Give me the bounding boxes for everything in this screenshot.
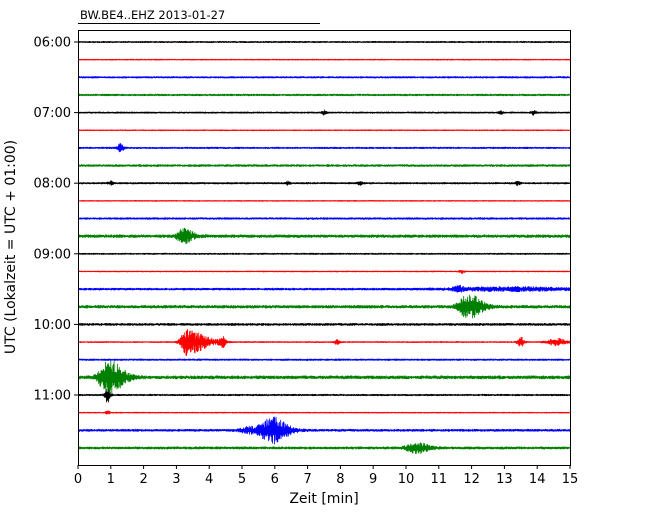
x-tick-label: 3 [172,472,180,487]
seismogram-trace-1100 [78,388,570,403]
x-tick-label: 6 [271,472,279,487]
x-tick-label: 4 [205,472,213,487]
x-tick-label: 14 [529,472,546,487]
seismogram-trace-1000 [78,322,570,326]
x-tick-label: 7 [303,472,311,487]
y-tick-label: 07:00 [34,106,71,121]
x-tick-label: 15 [562,472,579,487]
seismogram-trace-0800 [78,180,570,187]
seismogram-trace-0600 [78,40,570,44]
seismogram-trace-0900 [78,252,570,255]
axes-frame [78,30,571,466]
plot-title: BW.BE4..EHZ 2013-01-27 [80,8,225,22]
x-tick-label: 5 [238,472,246,487]
seismogram-trace-0745 [78,164,570,167]
seismogram-trace-1030 [78,358,570,361]
x-tick-label: 9 [369,472,377,487]
y-axis-label: UTC (Lokalzeit = UTC + 01:00) [3,140,19,354]
x-tick-label: 12 [463,472,480,487]
seismogram-trace-0915 [78,269,570,274]
y-tick-label: 10:00 [34,318,71,333]
seismogram-trace-0845 [78,227,570,245]
seismogram-trace-0945 [78,294,570,319]
x-tick-label: 2 [139,472,147,487]
seismogram-trace-0615 [78,58,570,61]
y-tick-label: 09:00 [34,247,71,262]
seismogram-trace-0630 [78,76,570,79]
seismogram-trace-0815 [78,199,570,202]
seismogram-trace-0930 [78,284,570,293]
traces-group [78,40,570,455]
axes-group: 0 1 2 3 4 5 6 7 8 9 10 11 12 13 14 1506:0007:0008:0009:… [34,30,579,487]
seismogram-trace-0830 [78,217,570,220]
x-tick-label: 13 [496,472,513,487]
seismogram-trace-1045 [78,360,570,395]
seismogram-trace-0700 [78,109,570,116]
x-tick-label: 8 [336,472,344,487]
x-tick-label: 1 [107,472,115,487]
y-tick-label: 11:00 [34,389,71,404]
seismogram-trace-1015 [78,328,570,357]
x-tick-label: 10 [398,472,415,487]
x-tick-label: 11 [431,472,448,487]
x-axis-label: Zeit [min] [289,491,358,507]
seismogram-trace-1115 [78,410,570,415]
seismogram-trace-1145 [78,442,570,455]
y-tick-label: 08:00 [34,177,71,192]
seismogram-trace-0730 [78,142,570,153]
y-tick-label: 06:00 [34,36,71,51]
seismogram-trace-0645 [78,93,570,97]
seismogram-trace-1130 [78,416,570,445]
x-tick-label: 0 [74,472,82,487]
seismogram-trace-0715 [78,129,570,132]
